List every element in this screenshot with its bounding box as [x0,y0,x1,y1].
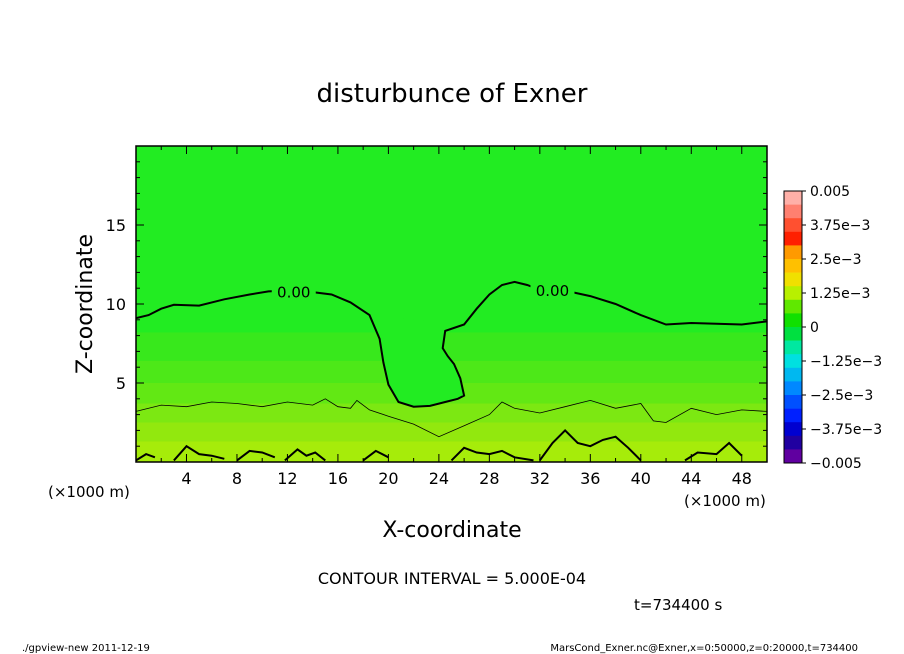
colorbar-tick-label: 0.005 [810,184,850,200]
colorbar-cell [784,354,802,369]
ground-contour-0 [136,452,156,462]
time-label: t=734400 s [634,596,722,614]
x-tick-label: 44 [681,469,701,488]
colorbar-cell [784,408,802,423]
colorbar-tick-label: −0.005 [810,456,862,472]
thin-contour [136,398,767,438]
x-tick-label: 16 [328,469,348,488]
x-tick-label: 28 [479,469,499,488]
contour-lines [136,280,767,462]
colorbar-cell [784,313,802,328]
colorbar-cell [784,327,802,341]
contour-label-bg-0 [271,282,316,300]
ground-contour-3 [284,448,326,462]
x-tick-label: 12 [277,469,297,488]
x-tick-label: 4 [181,469,191,488]
x-axis-label: X-coordinate [382,518,521,543]
colorbar-cell [784,218,802,233]
dip-region [369,315,465,407]
contour-label-1: 0.00 [536,282,569,300]
colorbar-cell [784,231,802,246]
zero-contour [136,280,767,408]
colorbar-cell [784,449,802,464]
colorbar-tick-label: 1.25e−3 [810,286,870,302]
x-tick-label: 24 [429,469,449,488]
ground-contour-1 [173,444,225,462]
colorbar-cell [784,259,802,273]
colorbar: 0.005 3.75e−3 2.5e−3 1.25e−3 0 −1.25e−3 −2.5e−… [783,184,882,472]
x-unit-label-right: (×1000 m) [684,492,766,510]
x-tick-label: 40 [631,469,651,488]
colorbar-cell [784,286,802,301]
colorbar-cell [784,299,802,314]
ground-contour-2 [236,449,276,462]
colorbar-cell [784,381,802,396]
x-tick-label: 48 [732,469,752,488]
ground-contour-7 [684,441,743,462]
colorbar-cell [784,191,802,205]
ground-contour-4 [362,449,389,462]
chart-title: disturbunce of Exner [317,79,588,109]
shade-band-6 [136,441,767,462]
colorbar-labels: 0.005 3.75e−3 2.5e−3 1.25e−3 0 −1.25e−3 −2.5e−… [802,184,882,472]
colorbar-cell [784,272,802,287]
colorbar-cell [784,422,802,437]
y-tick-label: 10 [106,295,126,314]
footer-left: ./gpview-new 2011-12-19 [22,643,150,654]
contour-label-0: 0.00 [277,283,310,301]
colorbar-cell [784,204,802,219]
colorbar-cell [784,395,802,409]
colorbar-cell [784,340,802,355]
x-tick-label: 32 [530,469,550,488]
footer-right: MarsCond_Exner.nc@Exner,x=0:50000,z=0:20… [550,643,858,654]
x-tick-label: 36 [580,469,600,488]
ground-contour-6 [538,428,642,462]
y-axis-label: Z-coordinate [73,234,98,374]
contour-interval-text: CONTOUR INTERVAL = 5.000E-04 [318,569,586,588]
colorbar-tick-label: 0 [810,320,819,336]
colorbar-tick-label: −3.75e−3 [810,422,882,438]
colorbar-tick-label: 3.75e−3 [810,218,870,234]
colorbar-tick-label: −2.5e−3 [810,388,873,404]
colorbar-cell [784,245,802,260]
y-tick-label: 15 [106,216,126,235]
colorbar-cells [784,191,802,464]
colorbar-cell [784,367,802,382]
y-tick-label: 5 [116,374,126,393]
shaded-bands [136,146,767,462]
colorbar-tick-label: −1.25e−3 [810,354,882,370]
x-tick-label: 8 [232,469,242,488]
x-unit-label: (×1000 m) [48,483,130,501]
colorbar-cell [784,435,802,450]
contour-label-bg-1 [530,280,575,298]
x-tick-label: 20 [378,469,398,488]
contour-labels: 0.00 0.00 [271,280,575,301]
colorbar-tick-label: 2.5e−3 [810,252,862,268]
